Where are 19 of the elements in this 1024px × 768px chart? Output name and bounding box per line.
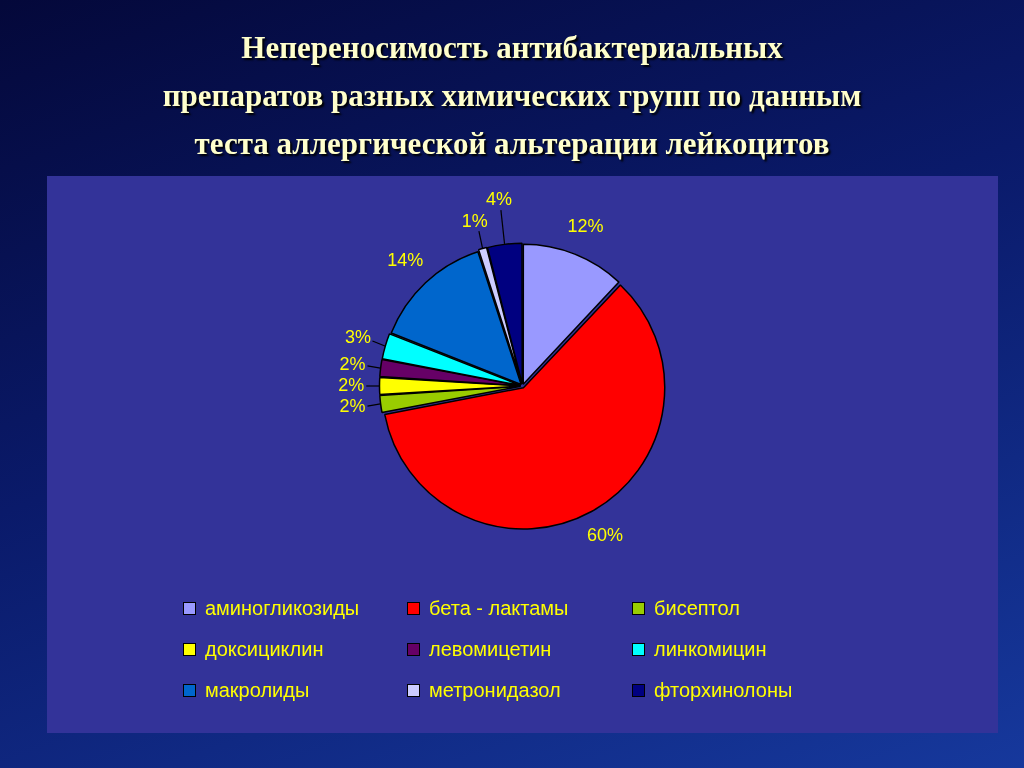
legend-label: бисептол: [654, 597, 740, 620]
data-label: 3%: [345, 327, 372, 348]
data-label: 2%: [339, 396, 366, 417]
legend-label: аминогликозиды: [205, 597, 360, 620]
data-label: 4%: [486, 189, 513, 210]
legend-label: доксициклин: [205, 638, 324, 661]
data-label: 2%: [339, 353, 366, 374]
data-label: 14%: [387, 250, 424, 271]
legend-label: фторхинолоны: [654, 679, 793, 702]
data-label: 1%: [461, 210, 488, 231]
legend-label: левомицетин: [429, 638, 552, 661]
data-label: 12%: [567, 215, 604, 236]
legend-label: метронидазол: [429, 679, 561, 702]
legend-label: линкомицин: [654, 638, 767, 661]
data-label: 60%: [586, 525, 624, 546]
data-label: 2%: [338, 374, 365, 395]
chart-title: Непереносимость антибактериальных препаратов разных химических групп по данным теста аллергической альтерации лейкоцитов: [161, 29, 863, 163]
legend-label: бета - лактамы: [429, 597, 569, 620]
legend-label: макролиды: [205, 679, 310, 702]
